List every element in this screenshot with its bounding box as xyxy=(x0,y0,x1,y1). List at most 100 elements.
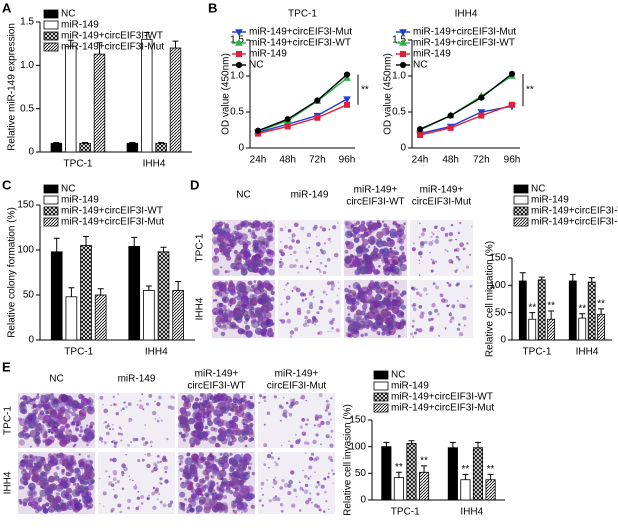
cell xyxy=(79,429,83,433)
cell xyxy=(212,268,220,276)
y-axis-label: Relative cell migration (%) xyxy=(485,241,496,357)
cell xyxy=(110,509,114,513)
cell xyxy=(376,308,385,316)
cell xyxy=(244,324,250,330)
cell xyxy=(448,312,452,317)
error-bar xyxy=(421,465,428,473)
cell xyxy=(203,506,211,514)
cell xyxy=(231,462,235,466)
cell xyxy=(324,264,328,268)
significance-label: ** xyxy=(578,303,586,314)
cell xyxy=(295,439,300,445)
cell xyxy=(56,466,60,470)
cell xyxy=(212,255,220,263)
cell xyxy=(22,426,29,433)
cell xyxy=(60,394,69,403)
cell xyxy=(227,301,233,306)
cell xyxy=(53,506,60,512)
cell xyxy=(261,308,266,312)
cell xyxy=(85,504,89,508)
cell xyxy=(437,312,440,316)
x-tick-label: 96h xyxy=(339,155,356,166)
bar xyxy=(80,245,92,341)
cell xyxy=(302,489,305,492)
cell xyxy=(135,437,139,442)
bar xyxy=(65,296,78,341)
micrograph-bg xyxy=(258,452,335,514)
y-tick-label: 1.5 xyxy=(230,35,244,46)
cell xyxy=(324,490,327,494)
cell xyxy=(316,255,319,257)
cell xyxy=(89,421,95,427)
cell xyxy=(22,395,28,401)
cell xyxy=(434,239,440,244)
cell xyxy=(306,418,310,422)
cell xyxy=(245,330,253,338)
cell xyxy=(221,323,228,331)
cell xyxy=(309,302,313,306)
bar xyxy=(518,280,527,341)
bar xyxy=(547,318,556,341)
micrograph xyxy=(98,452,175,514)
cell xyxy=(297,439,300,441)
cell xyxy=(306,309,311,315)
legend-label: miR-149+circEIF3I-Mut xyxy=(391,403,494,414)
cell xyxy=(249,395,253,400)
cell xyxy=(349,320,355,326)
error-bar xyxy=(408,440,415,444)
cell xyxy=(328,455,333,461)
cell xyxy=(466,297,469,300)
cell xyxy=(212,283,218,288)
cell xyxy=(307,497,312,502)
cell xyxy=(376,330,381,335)
cell xyxy=(222,467,225,471)
cell xyxy=(323,242,326,245)
cell xyxy=(416,288,418,290)
cell xyxy=(120,428,122,431)
cell xyxy=(430,269,434,273)
cell xyxy=(78,418,82,422)
cell xyxy=(184,473,191,480)
cell xyxy=(344,249,349,254)
cell xyxy=(103,408,108,414)
cell xyxy=(250,437,255,441)
cell xyxy=(234,296,237,299)
cell xyxy=(298,439,301,442)
cell xyxy=(114,482,117,485)
cell xyxy=(337,287,340,290)
point xyxy=(399,38,407,46)
cell xyxy=(126,406,128,408)
cell xyxy=(158,493,161,496)
cell xyxy=(288,479,293,485)
cell xyxy=(360,297,366,303)
cell xyxy=(61,468,65,473)
y-tick-label: 1.0 xyxy=(392,71,406,82)
y-tick-label: 0 xyxy=(238,143,244,154)
cell xyxy=(50,509,53,512)
cell xyxy=(31,415,34,418)
legend-label: miR-149+circEIF3I-WT xyxy=(391,392,493,403)
cell xyxy=(78,393,84,400)
cell xyxy=(264,395,267,399)
cell xyxy=(234,487,239,492)
cell xyxy=(295,287,301,293)
cell xyxy=(75,469,82,476)
bar xyxy=(50,142,63,153)
cell xyxy=(275,462,279,467)
cell xyxy=(260,222,268,230)
cell xyxy=(179,477,182,481)
cell xyxy=(306,247,308,250)
cell xyxy=(52,497,58,503)
cell xyxy=(18,463,25,470)
legend-swatch xyxy=(373,381,389,391)
cell xyxy=(204,425,209,430)
cell xyxy=(218,469,227,478)
cell xyxy=(280,319,286,324)
legend-swatch xyxy=(513,184,529,194)
cell xyxy=(199,478,205,484)
cell xyxy=(263,443,268,447)
legend-label: miR-149+circEIF3I-Mut xyxy=(61,217,164,228)
cell xyxy=(400,304,406,310)
cell xyxy=(279,227,284,232)
cell xyxy=(364,332,368,337)
